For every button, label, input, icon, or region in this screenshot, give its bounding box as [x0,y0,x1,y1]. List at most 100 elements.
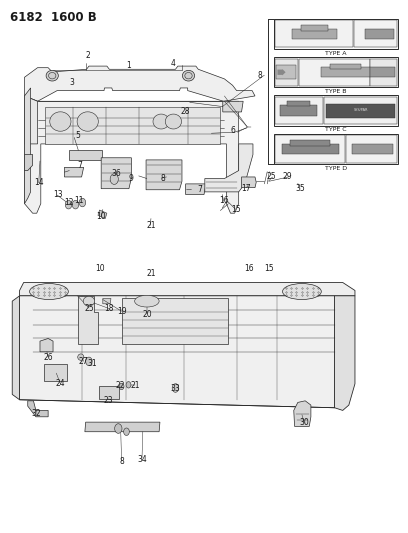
Circle shape [119,383,124,390]
Text: 28: 28 [181,108,191,116]
Text: 19: 19 [117,307,126,316]
Bar [280,106,317,116]
Text: 7: 7 [197,185,202,193]
Text: 36: 36 [111,169,121,177]
Text: 11: 11 [74,197,84,205]
Text: 27: 27 [79,357,89,366]
Bar [352,144,393,154]
Polygon shape [294,401,311,426]
Text: TYPE C: TYPE C [325,127,347,132]
Bar [274,134,398,164]
Ellipse shape [282,284,322,300]
Bar [274,95,398,126]
Text: 25: 25 [266,173,276,181]
Text: 12: 12 [64,198,74,207]
Ellipse shape [165,114,182,129]
FancyArrow shape [277,69,286,76]
Text: 33: 33 [171,384,180,392]
Bar [370,68,395,77]
Ellipse shape [50,112,71,131]
Text: 20: 20 [142,310,152,319]
Bar [321,68,370,77]
Polygon shape [223,101,243,112]
Text: 24: 24 [55,379,65,388]
Bar [299,59,370,86]
Polygon shape [12,296,20,400]
Polygon shape [98,210,107,219]
Bar [324,97,397,124]
Text: 8: 8 [257,71,262,79]
Text: 6182  1600 B: 6182 1600 B [10,11,97,23]
Text: 14: 14 [34,178,44,187]
Polygon shape [24,155,33,171]
Bar [275,59,298,86]
Text: 31: 31 [87,359,97,368]
Polygon shape [146,160,182,190]
Ellipse shape [77,112,98,131]
Circle shape [110,174,118,184]
Ellipse shape [46,70,58,81]
Text: 4: 4 [171,60,176,68]
Text: 18: 18 [104,304,114,313]
Bar [292,29,337,39]
Circle shape [172,384,179,392]
Bar [326,103,395,118]
Text: 23: 23 [103,397,113,405]
Text: TYPE A: TYPE A [325,51,347,55]
Text: 1: 1 [126,61,131,70]
Polygon shape [40,338,53,352]
Polygon shape [20,296,335,408]
Bar [274,19,398,49]
Text: 3: 3 [69,78,74,87]
Text: 21: 21 [131,382,140,390]
Circle shape [124,428,129,435]
Text: 15: 15 [231,205,241,214]
Polygon shape [28,401,48,417]
Polygon shape [205,144,253,192]
Polygon shape [44,364,67,381]
Polygon shape [24,66,255,101]
Bar [274,57,398,87]
Text: 26: 26 [43,353,53,361]
Text: 30: 30 [299,418,309,426]
Text: 22: 22 [115,382,125,390]
Text: 10: 10 [95,264,105,272]
Polygon shape [122,298,228,344]
Text: SYS/PAR: SYS/PAR [353,108,368,112]
Text: 15: 15 [264,264,274,272]
Text: 34: 34 [137,455,147,464]
Polygon shape [24,96,38,144]
Bar [354,20,397,47]
Text: 10: 10 [96,212,106,221]
Text: 8: 8 [161,174,166,183]
Circle shape [86,357,92,366]
Text: TYPE D: TYPE D [325,166,347,171]
Polygon shape [64,167,84,177]
Circle shape [65,200,72,209]
Bar [275,20,353,47]
Text: 5: 5 [75,132,80,140]
Ellipse shape [83,296,95,306]
Text: 16: 16 [219,197,228,205]
Text: 21: 21 [146,221,156,230]
Bar [290,141,330,146]
Polygon shape [101,158,131,189]
Text: 25: 25 [84,304,94,312]
Bar [276,66,296,79]
Circle shape [79,198,86,207]
Ellipse shape [78,354,84,360]
Text: 17: 17 [241,184,251,192]
Polygon shape [186,184,206,195]
Text: 32: 32 [31,409,41,417]
Circle shape [126,382,131,388]
Polygon shape [45,107,220,144]
Bar [301,25,328,30]
Ellipse shape [135,295,159,307]
Text: 6: 6 [230,126,235,135]
Polygon shape [20,282,355,296]
Bar [275,135,345,163]
Polygon shape [103,298,111,304]
Bar [365,29,394,39]
Text: 21: 21 [146,269,156,278]
Polygon shape [24,88,31,204]
